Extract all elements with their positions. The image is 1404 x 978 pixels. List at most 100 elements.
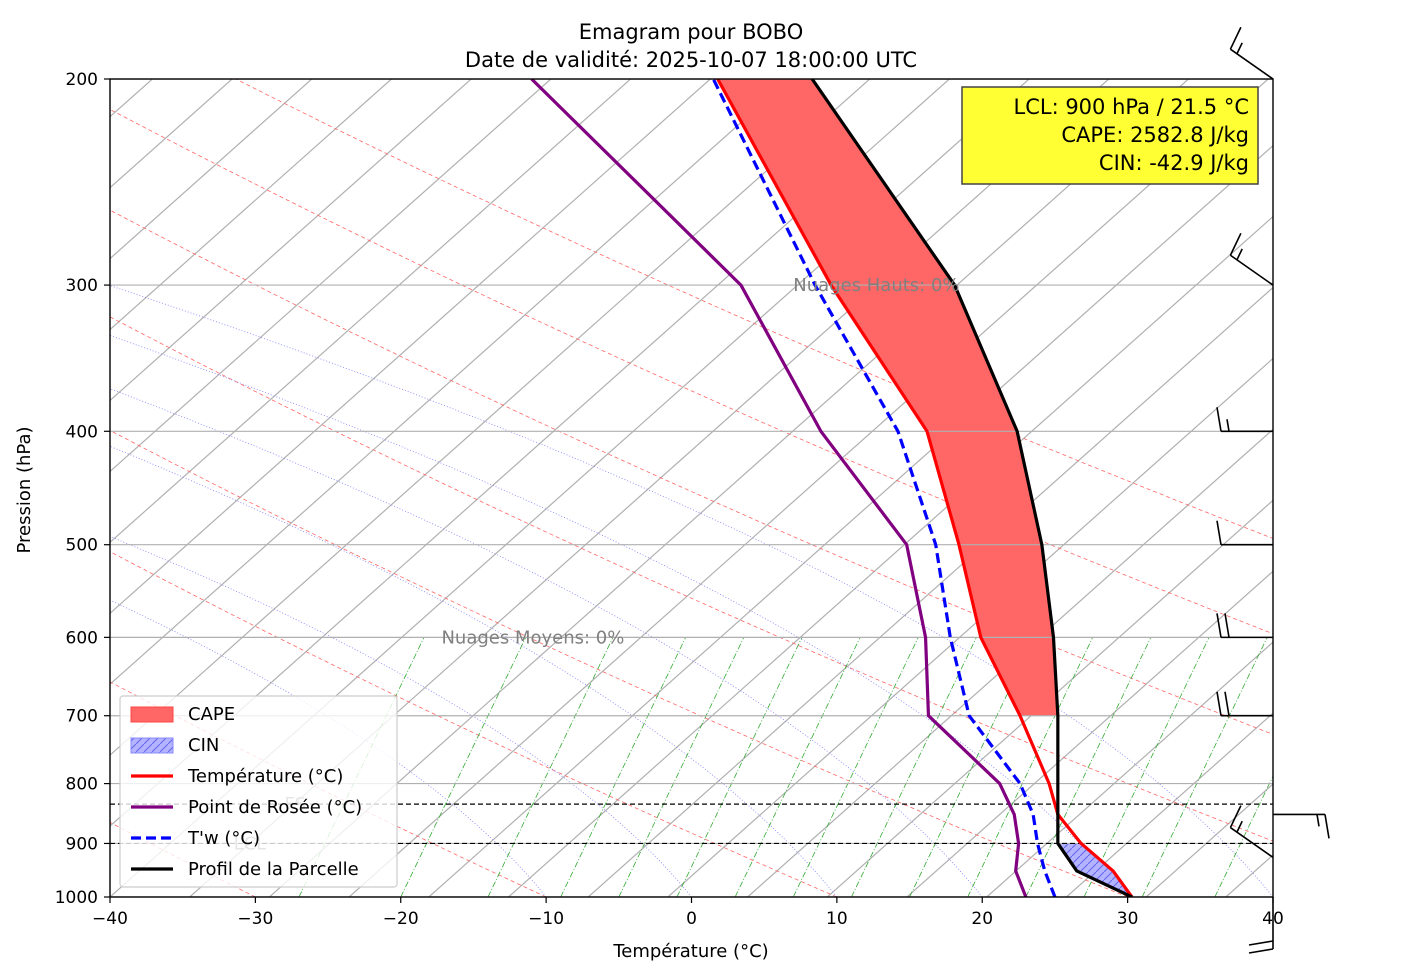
mixing-ratio-line bbox=[1025, 637, 1152, 897]
wind-barb-shaft bbox=[1273, 813, 1330, 839]
legend-label: CAPE bbox=[188, 704, 235, 725]
barb-feather bbox=[1224, 613, 1230, 638]
barb-feather bbox=[1248, 940, 1274, 946]
wind-barb bbox=[1229, 805, 1274, 859]
x-tick-label: −20 bbox=[383, 909, 419, 929]
barb-half-feather bbox=[1316, 814, 1320, 827]
dry-adiabat bbox=[235, 79, 1273, 539]
y-tick-label: 800 bbox=[66, 775, 98, 795]
wind-barbs bbox=[1216, 26, 1330, 954]
wind-barb bbox=[1216, 691, 1273, 717]
x-tick-label: 0 bbox=[686, 909, 697, 929]
barb-half-feather bbox=[1226, 419, 1230, 432]
grid-diagonal bbox=[587, 286, 1273, 897]
barb-feather bbox=[1248, 948, 1274, 954]
mixing-ratio-line bbox=[400, 637, 527, 897]
series-line-0 bbox=[716, 79, 1134, 897]
y-tick-label: 700 bbox=[66, 707, 98, 727]
y-tick-label: 1000 bbox=[55, 888, 98, 908]
x-tick-label: −30 bbox=[237, 909, 273, 929]
mixing-ratio-line bbox=[967, 637, 1094, 897]
wind-barb-shaft bbox=[1229, 805, 1274, 859]
axis-ticks: −40 −30 −20 −10 0 10 20 30 402003004005006007008… bbox=[55, 70, 1284, 929]
profile-lines bbox=[530, 79, 1134, 897]
x-tick-label: 10 bbox=[826, 909, 848, 929]
cin-area bbox=[1057, 843, 1132, 897]
wind-barb bbox=[1229, 232, 1274, 286]
wind-barb bbox=[1216, 613, 1273, 639]
barb-feather bbox=[1216, 520, 1222, 545]
barb-feather bbox=[1229, 26, 1242, 50]
grid-diagonal bbox=[1066, 712, 1273, 897]
chart-subtitle: Date de validité: 2025-10-07 18:00:00 UT… bbox=[465, 48, 917, 72]
barb-feather bbox=[1216, 691, 1222, 716]
wind-barb bbox=[1216, 520, 1273, 546]
barb-feather bbox=[1216, 613, 1222, 638]
plot-area: Nuages Hauts: 0%Nuages Moyens: 0%LCLFS −… bbox=[55, 0, 1404, 929]
barb-staff bbox=[1229, 254, 1274, 286]
wind-barb-shaft bbox=[1216, 520, 1273, 546]
wind-barb bbox=[1248, 897, 1274, 954]
annotation-label: Nuages Hauts: 0% bbox=[793, 275, 959, 296]
mixing-ratio-line bbox=[851, 637, 977, 897]
x-tick-label: 20 bbox=[971, 909, 993, 929]
wind-barb-shaft bbox=[1216, 691, 1273, 717]
grid-diagonal bbox=[110, 79, 552, 473]
grid-diagonal bbox=[508, 215, 1273, 897]
mixing-ratio-line bbox=[909, 637, 1035, 897]
legend-label: Point de Rosée (°C) bbox=[188, 797, 362, 818]
wind-barb bbox=[1273, 813, 1330, 839]
barb-staff bbox=[1229, 48, 1274, 80]
info-box: LCL: 900 hPa / 21.5 °C CAPE: 2582.8 J/kg… bbox=[961, 86, 1259, 185]
y-tick-label: 600 bbox=[66, 628, 98, 648]
x-tick-label: −40 bbox=[92, 909, 128, 929]
wind-barb-shaft bbox=[1216, 407, 1273, 433]
moist-adiabat bbox=[110, 335, 1128, 897]
mixing-ratio-line bbox=[487, 637, 614, 897]
chart-title: Emagram pour BOBO bbox=[579, 20, 804, 44]
wind-barb-shaft bbox=[1229, 232, 1274, 286]
wind-barb-shaft bbox=[1229, 26, 1274, 80]
y-tick-label: 500 bbox=[66, 536, 98, 556]
grid-diagonal bbox=[1306, 0, 1404, 897]
legend-label: Profil de la Parcelle bbox=[188, 859, 359, 880]
grid-diagonal bbox=[428, 144, 1273, 897]
barb-staff bbox=[1229, 826, 1274, 859]
cape-area bbox=[717, 79, 1058, 716]
info-box-frame bbox=[961, 86, 1259, 185]
y-tick-label: 200 bbox=[66, 70, 98, 90]
barb-half-feather bbox=[1236, 248, 1243, 261]
legend: CAPE CIN Température (°C) Point de Rosée (°… bbox=[119, 695, 398, 888]
grid-diagonal bbox=[110, 79, 473, 402]
info-cape: CAPE: 2582.8 J/kg bbox=[1061, 123, 1249, 147]
barb-feather bbox=[1224, 691, 1230, 716]
legend-swatch-cin bbox=[130, 737, 174, 754]
mixing-ratio-line bbox=[618, 637, 745, 897]
dry-adiabat bbox=[110, 109, 1273, 635]
series-line-3 bbox=[810, 79, 1133, 897]
legend-label: T'w (°C) bbox=[187, 828, 260, 849]
mixing-ratio-line bbox=[560, 637, 687, 897]
y-axis-label: Pression (hPa) bbox=[14, 426, 35, 553]
series-line-2 bbox=[711, 79, 1057, 897]
grid-diagonal bbox=[269, 79, 1190, 897]
grid-diagonal bbox=[1385, 0, 1404, 897]
moist-adiabat bbox=[110, 388, 983, 897]
grid-diagonal bbox=[986, 641, 1273, 897]
legend-frame bbox=[119, 695, 398, 888]
mixing-ratio-line bbox=[792, 637, 919, 897]
mixing-ratio-line bbox=[734, 637, 861, 897]
wind-barb bbox=[1216, 407, 1273, 433]
legend-swatch-cape bbox=[130, 706, 174, 723]
legend-label: CIN bbox=[188, 735, 219, 756]
grid-diagonal bbox=[667, 357, 1273, 897]
info-lcl: LCL: 900 hPa / 21.5 °C bbox=[1014, 95, 1250, 119]
moist-adiabat bbox=[110, 445, 838, 897]
grid-diagonal bbox=[906, 570, 1273, 897]
wind-barb-shaft bbox=[1248, 897, 1274, 954]
moist-adiabat bbox=[110, 285, 1273, 897]
barb-half-feather bbox=[1236, 42, 1243, 55]
grid-diagonal bbox=[110, 79, 712, 615]
x-tick-label: 30 bbox=[1117, 909, 1139, 929]
